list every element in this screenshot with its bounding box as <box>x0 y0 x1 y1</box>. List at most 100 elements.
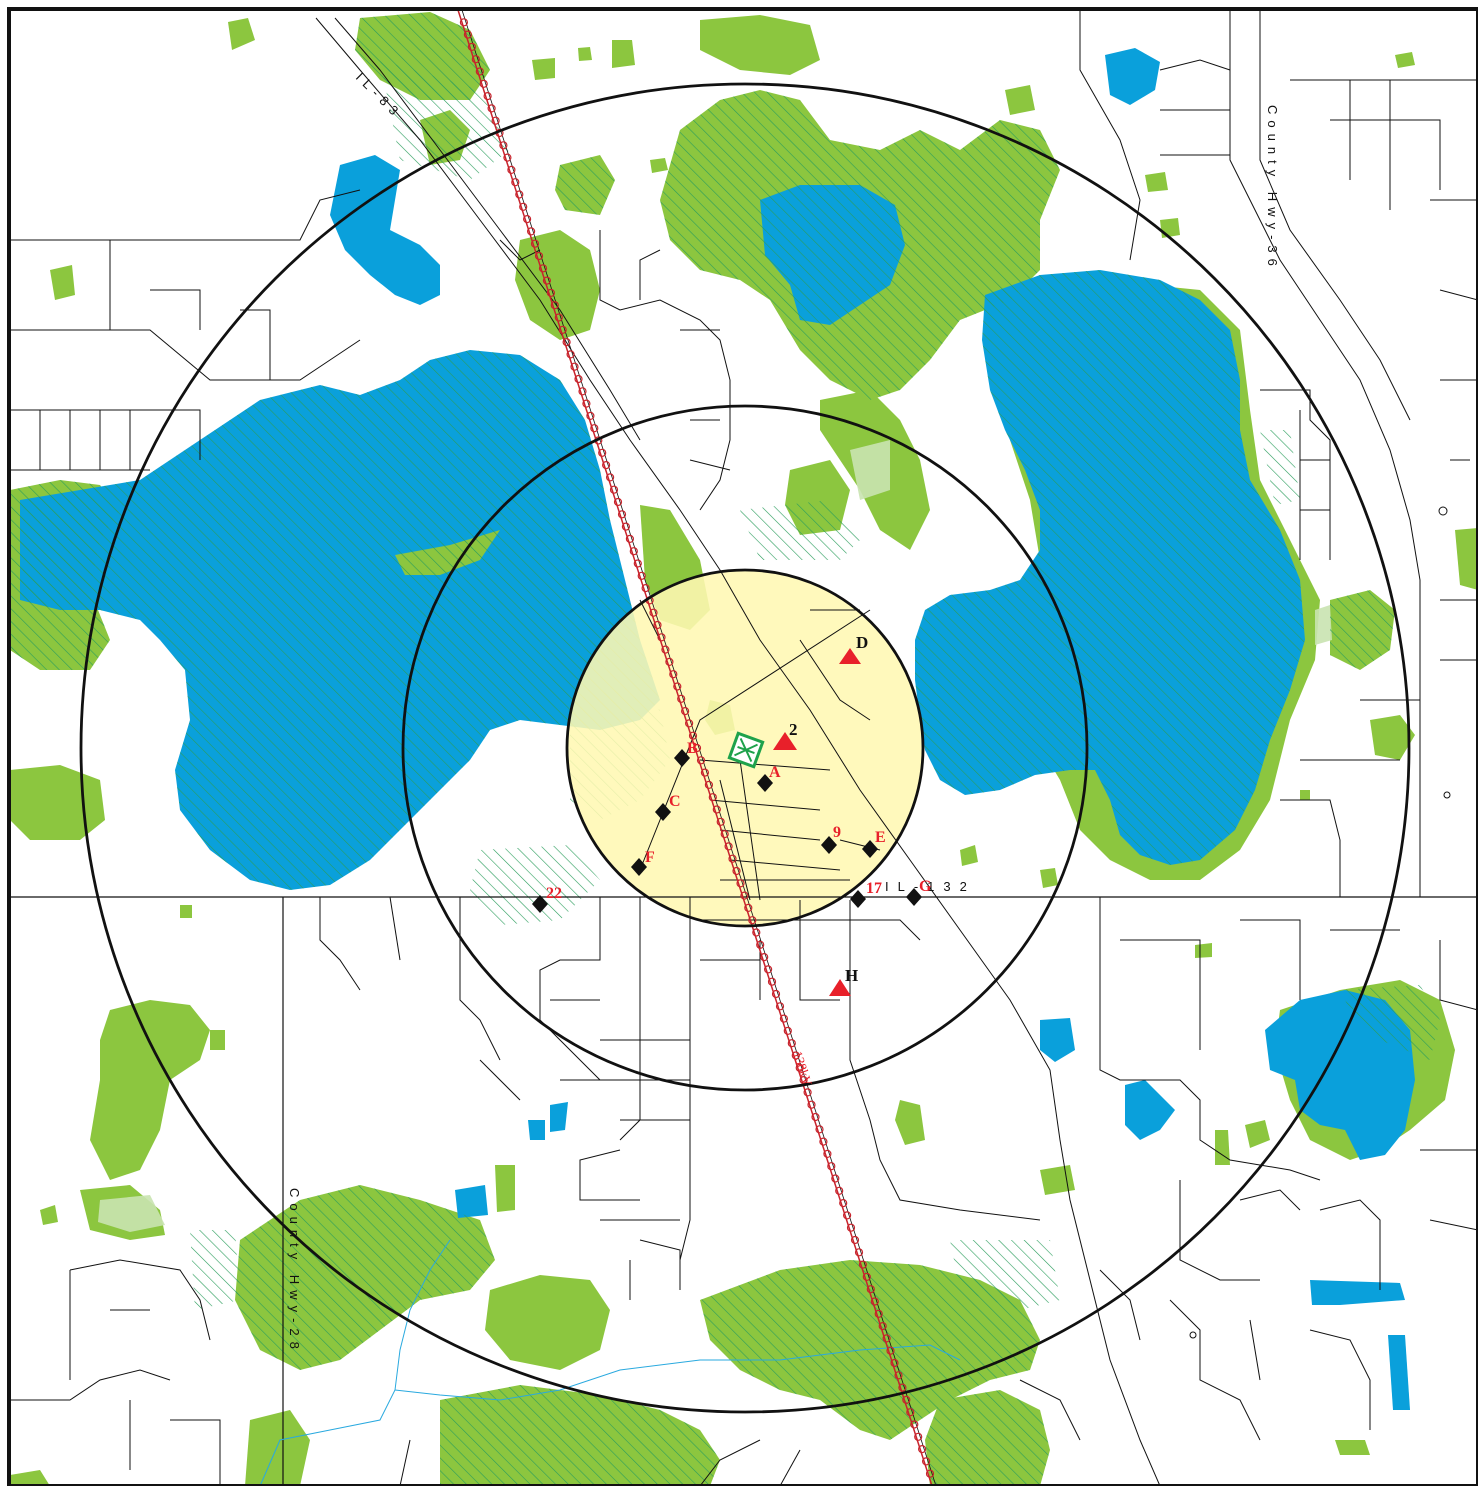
transmission-tower-node <box>530 239 540 248</box>
transmission-tower-node <box>558 325 567 334</box>
transmission-tower-node <box>862 1272 871 1282</box>
diamond-label-a: A <box>769 764 781 781</box>
transmission-tower-node <box>459 18 468 27</box>
buffer-ring-outer <box>79 82 1411 1414</box>
transmission-tower-node <box>554 313 563 322</box>
transmission-tower-node <box>463 30 472 39</box>
transmission-tower-node <box>842 1211 852 1220</box>
transmission-tower-node <box>898 1383 907 1392</box>
transmission-tower-node <box>732 866 741 876</box>
transmission-tower-node <box>467 42 476 52</box>
transmission-tower-node <box>586 411 595 420</box>
diamond-marker-e[interactable]: E <box>862 829 886 858</box>
diamond-marker-17[interactable]: 17 <box>850 880 882 908</box>
transmission-tower-node <box>487 104 496 113</box>
transmission-tower-node <box>870 1297 879 1306</box>
road-label-il132: IL-132 <box>885 879 976 894</box>
transmission-tower-node <box>815 1125 824 1134</box>
triangle-marker-d[interactable]: D <box>839 633 868 664</box>
diamond-marker-22[interactable]: 22 <box>532 885 562 913</box>
transmission-tower-node <box>609 485 619 494</box>
transmission-tower-node <box>483 91 492 101</box>
buffer-ring-inner <box>565 568 925 928</box>
diamond-markers: B A C F 9 E 17 <box>532 740 932 913</box>
roads-layer <box>9 10 1478 1486</box>
diamond-label-9: 9 <box>833 824 841 841</box>
transmission-tower-node <box>771 989 781 999</box>
triangle-label-h: H <box>845 966 858 985</box>
transmission-tower-node <box>526 227 536 236</box>
transmission-tower-node <box>779 1014 789 1023</box>
transmission-tower-node <box>677 694 686 703</box>
transmission-tower-node <box>574 374 583 384</box>
transmission-tower-node <box>835 1186 844 1195</box>
transmission-tower-node <box>839 1198 848 1208</box>
triangle-marker-2[interactable]: 2 <box>773 720 798 750</box>
small-circles <box>1189 506 1451 1339</box>
transmission-tower-node <box>763 965 773 974</box>
transmission-tower-node <box>736 879 745 888</box>
transmission-tower-node <box>748 916 757 925</box>
transmission-tower-node <box>846 1223 856 1232</box>
transmission-tower-node <box>700 768 710 777</box>
triangle-label-d: D <box>856 633 868 652</box>
transmission-tower-node <box>562 338 571 347</box>
transmission-tower-node <box>471 55 480 64</box>
transmission-tower-node <box>910 1420 919 1429</box>
transmission-line <box>457 9 937 1486</box>
transmission-tower-node <box>712 805 721 814</box>
transmission-tower-node <box>511 178 520 187</box>
transmission-tower-node <box>475 67 484 76</box>
transmission-tower-node <box>503 153 512 162</box>
transmission-tower-node <box>522 215 532 224</box>
transmission-tower-node <box>811 1112 820 1122</box>
substation-icon <box>727 731 765 769</box>
diamond-marker-b[interactable]: B <box>674 740 698 767</box>
diamond-marker-a[interactable]: A <box>757 764 781 792</box>
transmission-tower-node <box>728 854 737 863</box>
transmission-tower-node <box>854 1248 864 1257</box>
triangle-marker-h[interactable]: H <box>829 966 858 996</box>
transmission-tower-node <box>621 522 631 531</box>
transmission-tower-node <box>724 842 733 851</box>
transmission-tower-node <box>661 645 670 654</box>
transmission-tower-node <box>925 1469 935 1478</box>
buffer-rings <box>79 82 1411 1414</box>
transmission-tower-node <box>641 583 650 593</box>
transmission-tower-node <box>902 1395 911 1405</box>
transmission-tower-node <box>519 202 528 211</box>
diamond-label-g: G <box>919 878 932 895</box>
diamond-label-22: 22 <box>546 885 562 902</box>
diamond-marker-f[interactable]: F <box>631 849 655 876</box>
diamond-marker-g[interactable]: G <box>906 878 932 906</box>
transmission-tower-node <box>578 387 587 396</box>
transmission-tower-node <box>917 1444 927 1454</box>
transmission-tower-node <box>688 731 698 740</box>
transmission-tower-node <box>534 251 544 261</box>
transmission-tower-node <box>669 670 678 679</box>
transmission-tower-node <box>906 1408 915 1417</box>
diamond-marker-c[interactable]: C <box>655 793 681 821</box>
transmission-tower-node <box>499 141 508 150</box>
hatched-wetlands-layer <box>10 12 1440 1486</box>
transmission-tower-node <box>633 559 642 568</box>
transmission-tower-node <box>692 743 702 753</box>
transmission-tower-node <box>886 1346 895 1355</box>
diamond-marker-9[interactable]: 9 <box>821 824 841 854</box>
transmission-tower-node <box>752 928 761 937</box>
transmission-tower-node <box>720 829 729 839</box>
transmission-tower-node <box>491 116 500 125</box>
transmission-tower-node <box>858 1260 868 1269</box>
transmission-tower-node <box>570 362 579 371</box>
transmission-tower-node <box>823 1149 832 1159</box>
transmission-tower-node <box>866 1285 875 1294</box>
transmission-tower-node <box>479 79 488 88</box>
transmission-tower-node <box>894 1371 903 1380</box>
transmission-tower-node <box>756 940 765 949</box>
transmission-tower-node <box>921 1457 931 1466</box>
triangle-label-2: 2 <box>789 720 798 739</box>
diamond-label-f: F <box>645 849 655 866</box>
transmission-tower-node <box>783 1026 792 1036</box>
transmission-tower-node <box>625 534 635 544</box>
